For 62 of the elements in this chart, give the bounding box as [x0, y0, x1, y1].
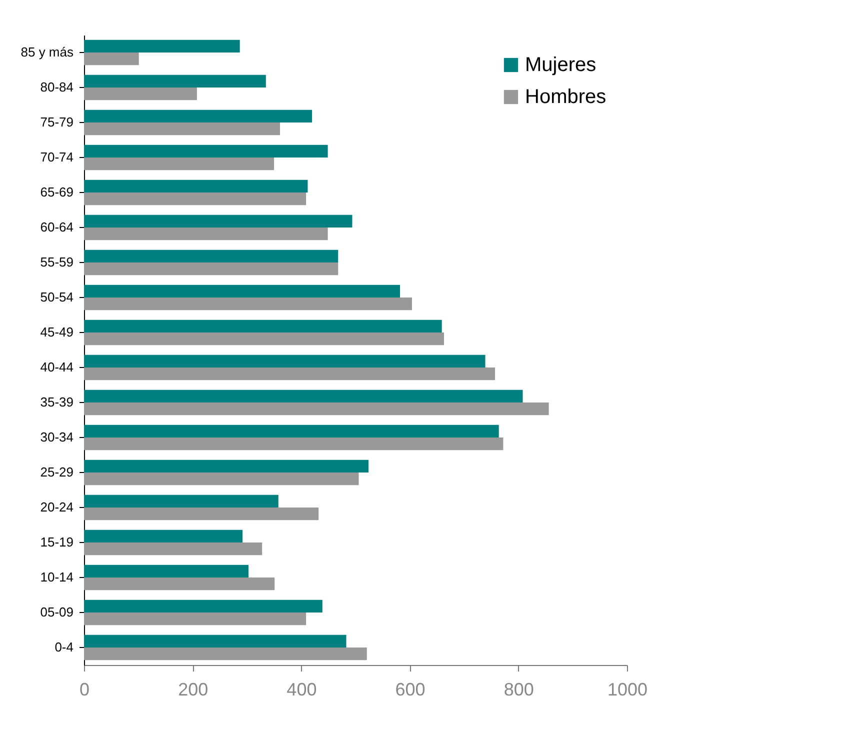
- bar: [84, 192, 306, 206]
- bar: [84, 298, 412, 310]
- y-tick-label: 85 y más: [20, 44, 74, 60]
- y-tick-label: 25-29: [40, 464, 74, 480]
- bar: [84, 472, 359, 486]
- bar: [84, 228, 328, 240]
- y-tick-label: 65-69: [40, 184, 74, 200]
- y-tick-label: 60-64: [40, 220, 74, 234]
- bar: [84, 214, 352, 228]
- y-tick-label: 35-39: [40, 394, 74, 410]
- y-tick-label: 05-09: [40, 604, 74, 620]
- y-tick-label: 30-34: [40, 430, 74, 444]
- bar: [84, 158, 274, 170]
- y-tick-label: 0-4: [54, 640, 74, 654]
- bar: [84, 250, 338, 262]
- bar: [84, 354, 486, 368]
- legend-label: Hombres: [525, 86, 606, 108]
- bar: [84, 52, 139, 66]
- bar: [84, 180, 308, 192]
- bar: [84, 530, 243, 542]
- y-tick-label: 80-84: [40, 80, 74, 94]
- y-tick-label: 50-54: [40, 290, 74, 304]
- bar: [84, 88, 197, 100]
- bar: [84, 494, 278, 508]
- bar: [84, 332, 444, 346]
- y-tick-label: 20-24: [40, 500, 74, 514]
- bar: [84, 542, 262, 556]
- bar: [84, 368, 496, 380]
- bar: [84, 320, 442, 332]
- bar: [84, 578, 275, 590]
- bar: [84, 460, 369, 472]
- bar: [84, 648, 367, 660]
- bar: [84, 110, 312, 122]
- bar: [84, 144, 328, 158]
- bar: [84, 74, 266, 88]
- x-tick-label: 0: [79, 680, 90, 700]
- y-tick-label: 15-19: [40, 534, 74, 550]
- y-tick-label: 40-44: [40, 360, 74, 374]
- y-tick-label: 55-59: [40, 254, 74, 270]
- bar: [84, 564, 249, 578]
- bar: [84, 600, 322, 612]
- y-tick-label: 45-49: [40, 324, 74, 340]
- x-tick-label: 400: [286, 680, 317, 700]
- bar: [84, 438, 504, 450]
- y-tick-label: 70-74: [40, 150, 74, 164]
- bar: [84, 122, 280, 136]
- bar: [84, 284, 400, 298]
- x-tick-label: 1000: [607, 680, 648, 700]
- bar: [84, 634, 346, 648]
- y-tick-label: 10-14: [40, 570, 74, 584]
- bar: [84, 262, 338, 276]
- bar: [84, 402, 549, 416]
- x-tick-label: 600: [395, 680, 426, 700]
- x-tick-label: 800: [504, 680, 534, 700]
- bar: [84, 390, 523, 402]
- bar: [84, 612, 306, 626]
- bar: [84, 424, 499, 438]
- x-tick-label: 200: [178, 680, 208, 700]
- y-tick-label: 75-79: [40, 114, 74, 130]
- legend-label: Mujeres: [525, 54, 596, 76]
- bar: [84, 40, 240, 52]
- bar: [84, 508, 319, 520]
